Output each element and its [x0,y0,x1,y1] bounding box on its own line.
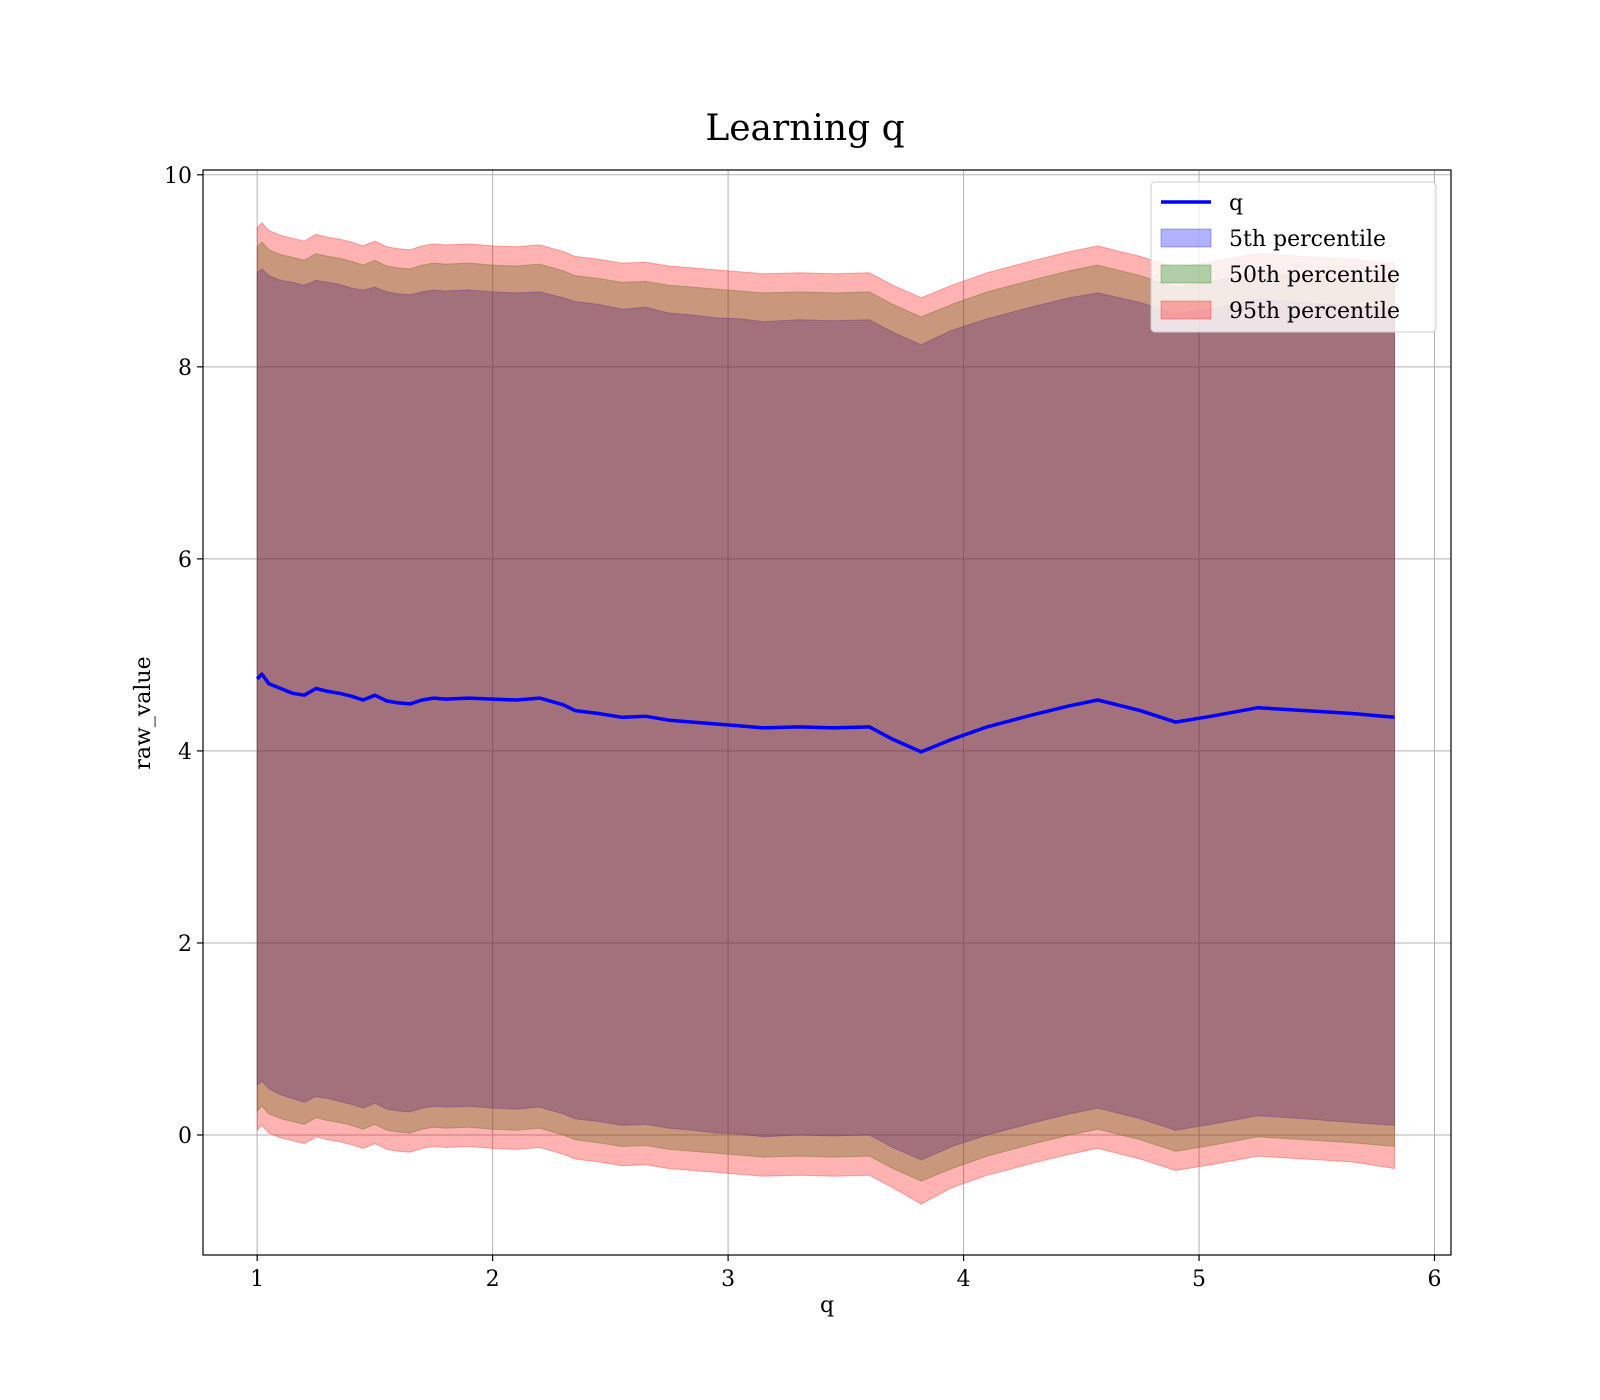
x-tick-label: 3 [721,1267,735,1292]
series-line-q [255,672,1395,754]
y-tick-label: 0 [178,1124,192,1149]
band-50th-percentile [256,241,1395,1182]
x-tick-label: 1 [250,1267,264,1292]
chart-title: Learning q [705,108,904,149]
plot-area: 1 2 3 4 5 6 0 2 4 6 8 10 q 5th percentile 50th percent… [164,164,1452,1292]
legend-label: 50th percentile [1229,263,1400,288]
legend-swatch-patch [1160,264,1212,284]
legend-swatch-patch [1160,300,1212,320]
x-tick-label: 4 [957,1267,971,1292]
legend-label: 95th percentile [1229,299,1400,324]
legend-label: 5th percentile [1229,227,1386,252]
legend-box [1150,181,1437,333]
y-tick-label: 10 [164,164,192,189]
y-tick-label: 2 [178,932,192,957]
y-tick-label: 4 [178,740,192,765]
y-tick-label: 8 [178,356,192,381]
x-axis-label: q [820,1293,834,1318]
x-tick-label: 6 [1428,1267,1442,1292]
band-95th-percentile [256,222,1395,1205]
legend-swatch-patch [1160,228,1212,248]
y-axis-label: raw_value [131,656,156,769]
x-tick-label: 5 [1192,1267,1206,1292]
legend-label: q [1229,191,1243,216]
axes-frame [202,169,1452,1256]
legend: q 5th percentile 50th percentile 95th perce… [1150,181,1437,333]
band-5th-percentile [256,268,1395,1161]
x-tick-label: 2 [486,1267,500,1292]
y-tick-label: 6 [178,548,192,573]
